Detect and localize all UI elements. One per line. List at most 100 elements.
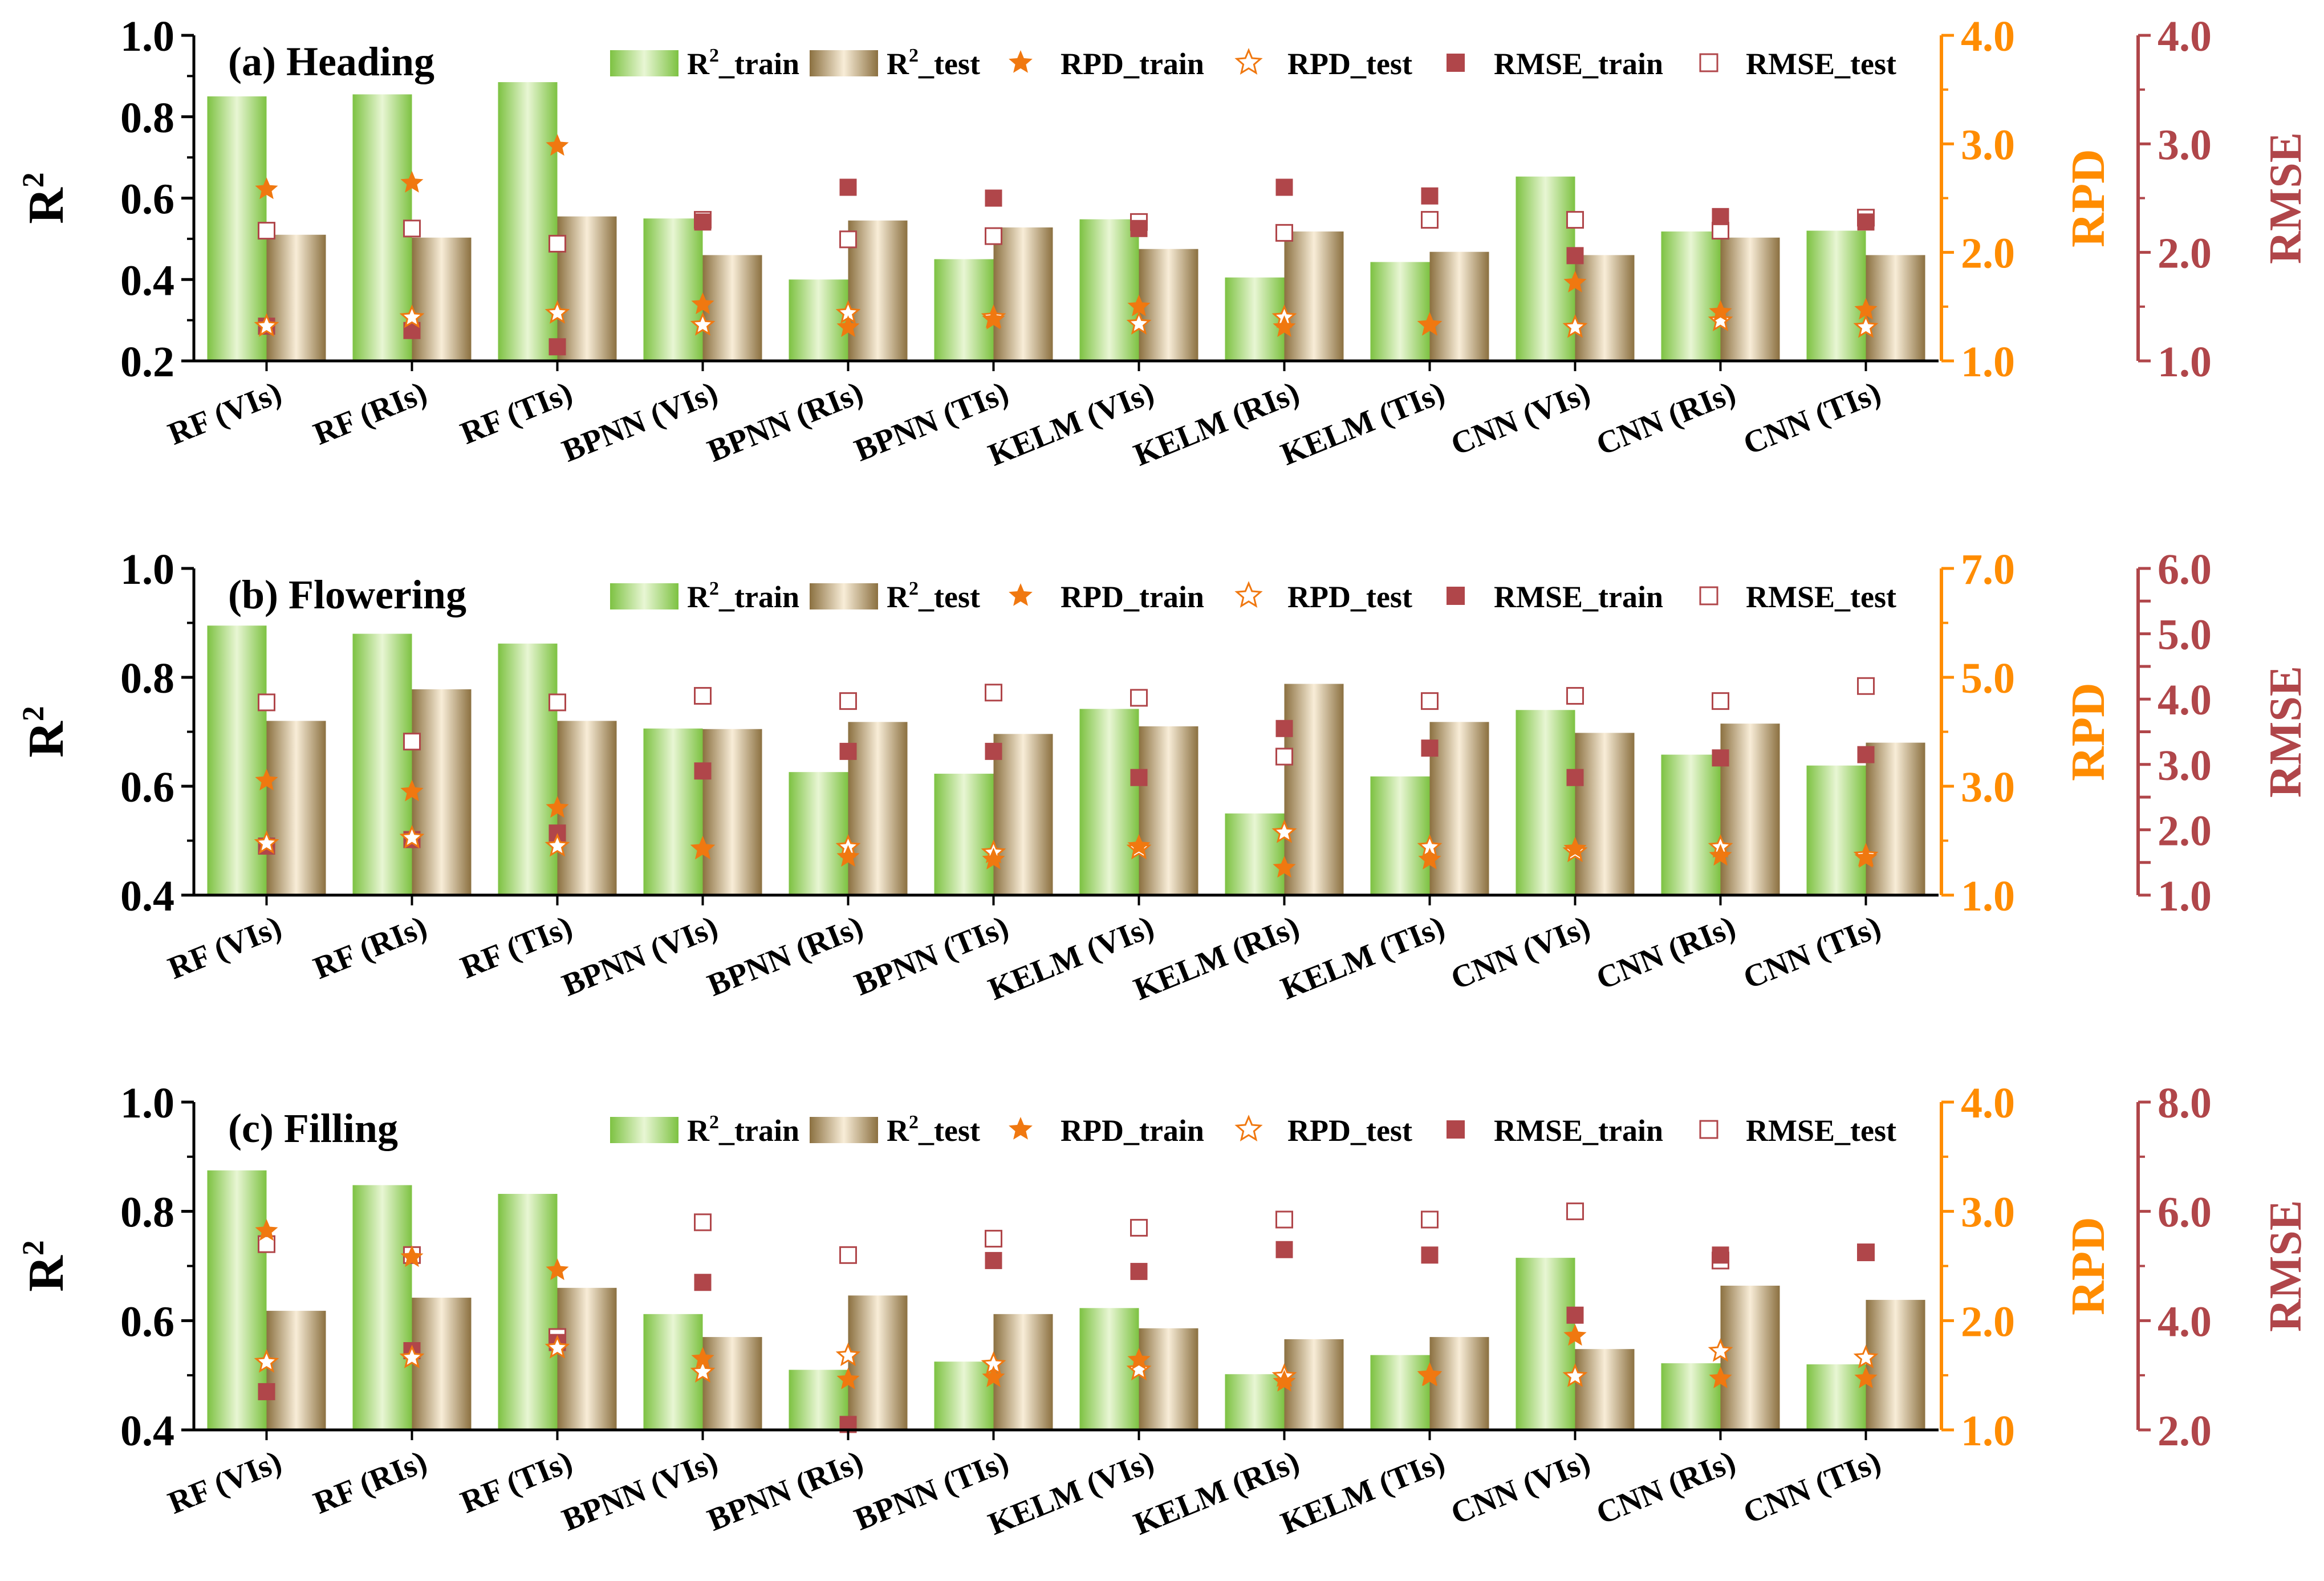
marker-rmse-train	[1857, 213, 1875, 231]
legend-label-rpd-test: RPD_test	[1287, 1113, 1412, 1148]
marker-rpd-test	[1708, 1338, 1733, 1362]
y-rpd-tick-label: 5.0	[1961, 655, 2015, 702]
bar-r2-train	[1516, 176, 1575, 361]
marker-rmse-train	[1130, 1263, 1148, 1281]
y-rmse-tick-label: 3.0	[2158, 742, 2212, 790]
marker-rmse-test	[985, 227, 1002, 245]
bar-r2-train	[207, 1170, 267, 1430]
marker-rmse-test	[839, 1246, 857, 1264]
bar-r2-test	[412, 237, 472, 361]
y-rmse-tick-label: 6.0	[2158, 1189, 2212, 1237]
bar-r2-test	[1284, 684, 1344, 895]
legend-label-rmse-test: RMSE_test	[1746, 580, 1896, 614]
bar-r2-test	[557, 1287, 617, 1430]
marker-rpd-train	[836, 1367, 860, 1389]
y-rmse-tick-label: 4.0	[2158, 676, 2212, 724]
bar-r2-train	[1079, 219, 1139, 361]
legend-label-r2-test: R2_test	[887, 45, 980, 81]
x-tick-label: CNN (TIs)	[1738, 375, 1886, 462]
marker-rpd-train	[1418, 1364, 1441, 1387]
bar-r2-test	[1866, 255, 1925, 361]
x-tick-label: RF (VIs)	[163, 1444, 286, 1521]
marker-rpd-test	[1562, 314, 1588, 338]
legend-marker-rpd-train	[1009, 1117, 1033, 1140]
legend-label-r2-train: R2_train	[687, 578, 799, 614]
y-left-tick-label: 1.0	[120, 13, 174, 60]
bar-r2-train	[934, 259, 994, 361]
x-tick-label: KELM (VIs)	[984, 909, 1159, 1007]
y-rmse-tick-label: 3.0	[2158, 121, 2212, 169]
y-left-tick-label: 0.8	[120, 94, 174, 142]
bar-r2-test	[557, 216, 617, 361]
marker-rmse-test	[694, 686, 712, 705]
y-left-title-sup: 2	[16, 172, 50, 188]
bar-r2-train	[1370, 1355, 1430, 1430]
x-tick-label: CNN (TIs)	[1738, 909, 1886, 996]
chart-panel-1: 0.2 0.4 0.6 0.8 1.0 R2 1.0 2.0 3.0 4.0 RPD 1.0 2.0 3.…	[16, 13, 2311, 473]
bar-r2-train	[934, 774, 994, 895]
bar-r2-train	[1661, 1363, 1721, 1430]
marker-rmse-test	[1857, 677, 1875, 695]
y-left-title-sup: 2	[16, 706, 50, 721]
legend-suffix: _train	[718, 47, 799, 81]
y-left-tick-label: 1.0	[120, 1079, 174, 1127]
legend-label-r2-train: R2_train	[687, 1112, 799, 1148]
legend-sup: 2	[709, 1112, 719, 1133]
marker-rpd-test	[835, 1342, 861, 1367]
marker-rpd-test	[1126, 1356, 1152, 1381]
marker-rmse-test	[985, 1230, 1002, 1248]
bar-r2-test	[266, 1311, 326, 1430]
legend-label-rmse-test: RMSE_test	[1746, 1113, 1896, 1148]
marker-rmse-test	[1566, 686, 1584, 705]
bar-r2-test	[1284, 1339, 1344, 1430]
y-rpd-tick-label: 3.0	[1961, 121, 2015, 169]
marker-rmse-train	[1566, 769, 1584, 786]
legend-suffix: _test	[918, 47, 980, 81]
x-tick-label: KELM (VIs)	[984, 375, 1159, 473]
marker-rpd-test	[1126, 311, 1152, 335]
marker-rmse-test	[1130, 689, 1148, 707]
marker-rpd-train	[1418, 847, 1441, 869]
bar-r2-test	[993, 734, 1053, 895]
marker-rpd-train	[982, 307, 1005, 330]
bar-r2-train	[1806, 230, 1866, 361]
marker-rmse-train	[1130, 220, 1148, 237]
bar-r2-test	[702, 1337, 762, 1430]
legend-label-rmse-train: RMSE_train	[1494, 47, 1663, 81]
legend-marker-rpd-test	[1234, 1115, 1263, 1141]
marker-rmse-train	[1421, 1246, 1439, 1264]
marker-rmse-train	[985, 742, 1002, 760]
y-rmse-title: RMSE	[2261, 666, 2311, 798]
y-rpd-tick-label: 3.0	[1961, 763, 2015, 811]
y-rmse-tick-label: 2.0	[2158, 1407, 2212, 1455]
y-left-tick-label: 0.8	[120, 655, 174, 702]
marker-rpd-train	[1563, 271, 1587, 292]
y-left-title: R2	[16, 706, 74, 758]
bar-r2-test	[1139, 726, 1198, 895]
marker-rmse-train	[1712, 208, 1729, 225]
marker-rmse-test	[839, 692, 857, 710]
marker-rmse-test	[839, 230, 857, 249]
bar-r2-train	[498, 82, 558, 361]
y-rmse-tick-label: 4.0	[2158, 1298, 2212, 1346]
bar-r2-train	[498, 1194, 558, 1430]
x-tick-label: KELM (RIs)	[1129, 1444, 1304, 1542]
legend-swatch-r2-test	[810, 1117, 878, 1143]
marker-rmse-train	[1275, 1241, 1293, 1258]
marker-rmse-test	[1421, 692, 1439, 710]
marker-rpd-test	[545, 833, 570, 857]
marker-rpd-test	[1853, 314, 1879, 338]
legend: R2_train R2_test RPD_train RPD_test RMSE_tra…	[610, 1112, 1896, 1148]
marker-rmse-train	[839, 178, 857, 196]
bar-r2-test	[1720, 237, 1780, 361]
marker-rpd-test	[254, 1349, 279, 1373]
y-rmse-title: RMSE	[2261, 1200, 2311, 1332]
marker-rmse-train	[985, 189, 1002, 207]
y-rpd-tick-label: 7.0	[1961, 546, 2015, 594]
x-tick-label: RF (RIs)	[308, 375, 432, 452]
legend-label-r2-test: R2_test	[887, 578, 980, 614]
marker-rpd-test	[690, 1359, 716, 1383]
bar-r2-train	[1661, 231, 1721, 361]
marker-rpd-train	[1563, 836, 1587, 859]
